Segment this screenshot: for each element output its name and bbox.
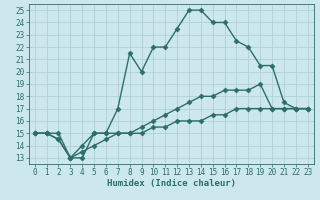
X-axis label: Humidex (Indice chaleur): Humidex (Indice chaleur) [107, 179, 236, 188]
